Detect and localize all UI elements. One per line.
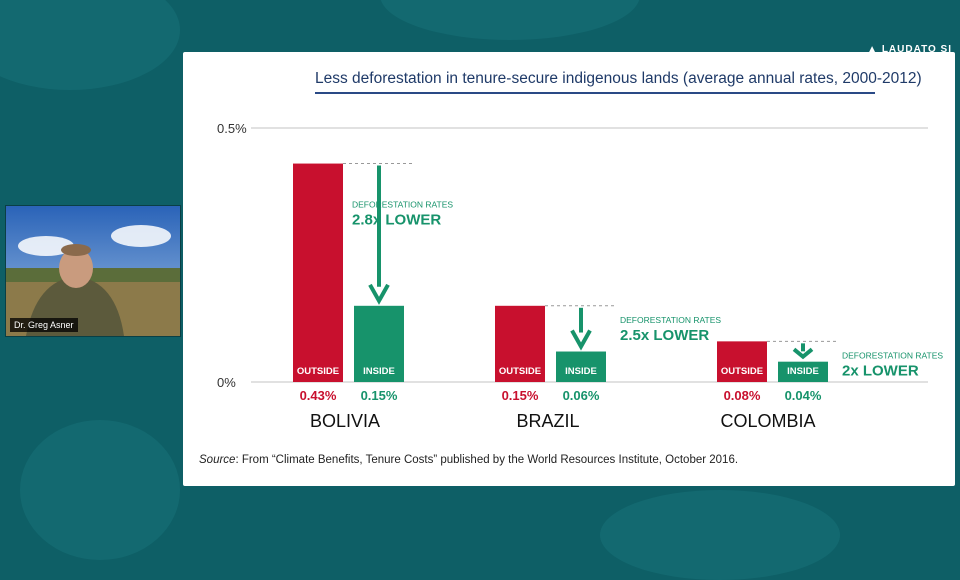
data-label-inside: 0.06% [563,388,600,403]
annotation-value: 2x LOWER [842,362,919,379]
bar-chart: 0% 0.5% OUTSIDE INSIDE 0.43% 0.15% BOLIVIA DEFO… [217,121,943,431]
series-label-outside: OUTSIDE [721,366,763,377]
background-shape [20,420,180,560]
presentation-slide: Less deforestation in tenure-secure indi… [183,52,955,486]
source-text: : From “Climate Benefits, Tenure Costs” … [235,454,739,466]
brand-logo: ▲ LAUDATO SI [867,44,952,55]
data-label-inside: 0.15% [361,388,398,403]
bar-inside [354,305,404,382]
participant-name: Dr. Greg Asner [10,318,78,332]
source-note: Source: From “Climate Benefits, Tenure C… [199,454,738,466]
chart-title: Less deforestation in tenure-secure indi… [315,70,922,94]
series-label-outside: OUTSIDE [499,366,541,377]
background-shape [600,490,840,580]
data-label-inside: 0.04% [785,388,822,403]
data-label-outside: 0.43% [300,388,337,403]
category-label: BRAZIL [516,411,579,431]
category-label: COLOMBIA [720,411,815,431]
webcam-tile[interactable]: Dr. Greg Asner [5,205,181,337]
series-label-inside: INSIDE [363,366,395,377]
bar-inside [778,361,828,382]
series-label-inside: INSIDE [565,366,597,377]
source-label: Source [199,454,236,466]
bar-outside [717,341,767,382]
annotation-value: 2.8x LOWER [352,212,441,229]
annotation-caption: DEFORESTATION RATES [620,315,721,325]
series-label-outside: OUTSIDE [297,366,339,377]
bar-outside [293,163,343,382]
data-label-outside: 0.15% [502,388,539,403]
data-label-outside: 0.08% [724,388,761,403]
arrow-head [570,329,592,351]
bar-inside [556,351,606,382]
y-tick-label: 0% [217,375,236,390]
bar-outside [495,305,545,382]
arrow-head [792,347,814,360]
arrow-head [368,283,390,305]
webcam-video [6,206,180,336]
annotation-value: 2.5x LOWER [620,327,709,344]
series-label-inside: INSIDE [787,366,819,377]
annotation-caption: DEFORESTATION RATES [842,350,943,360]
y-tick-label: 0.5% [217,121,247,136]
background-shape [0,0,180,90]
category-label: BOLIVIA [310,411,380,431]
annotation-caption: DEFORESTATION RATES [352,200,453,210]
background-shape [380,0,640,40]
